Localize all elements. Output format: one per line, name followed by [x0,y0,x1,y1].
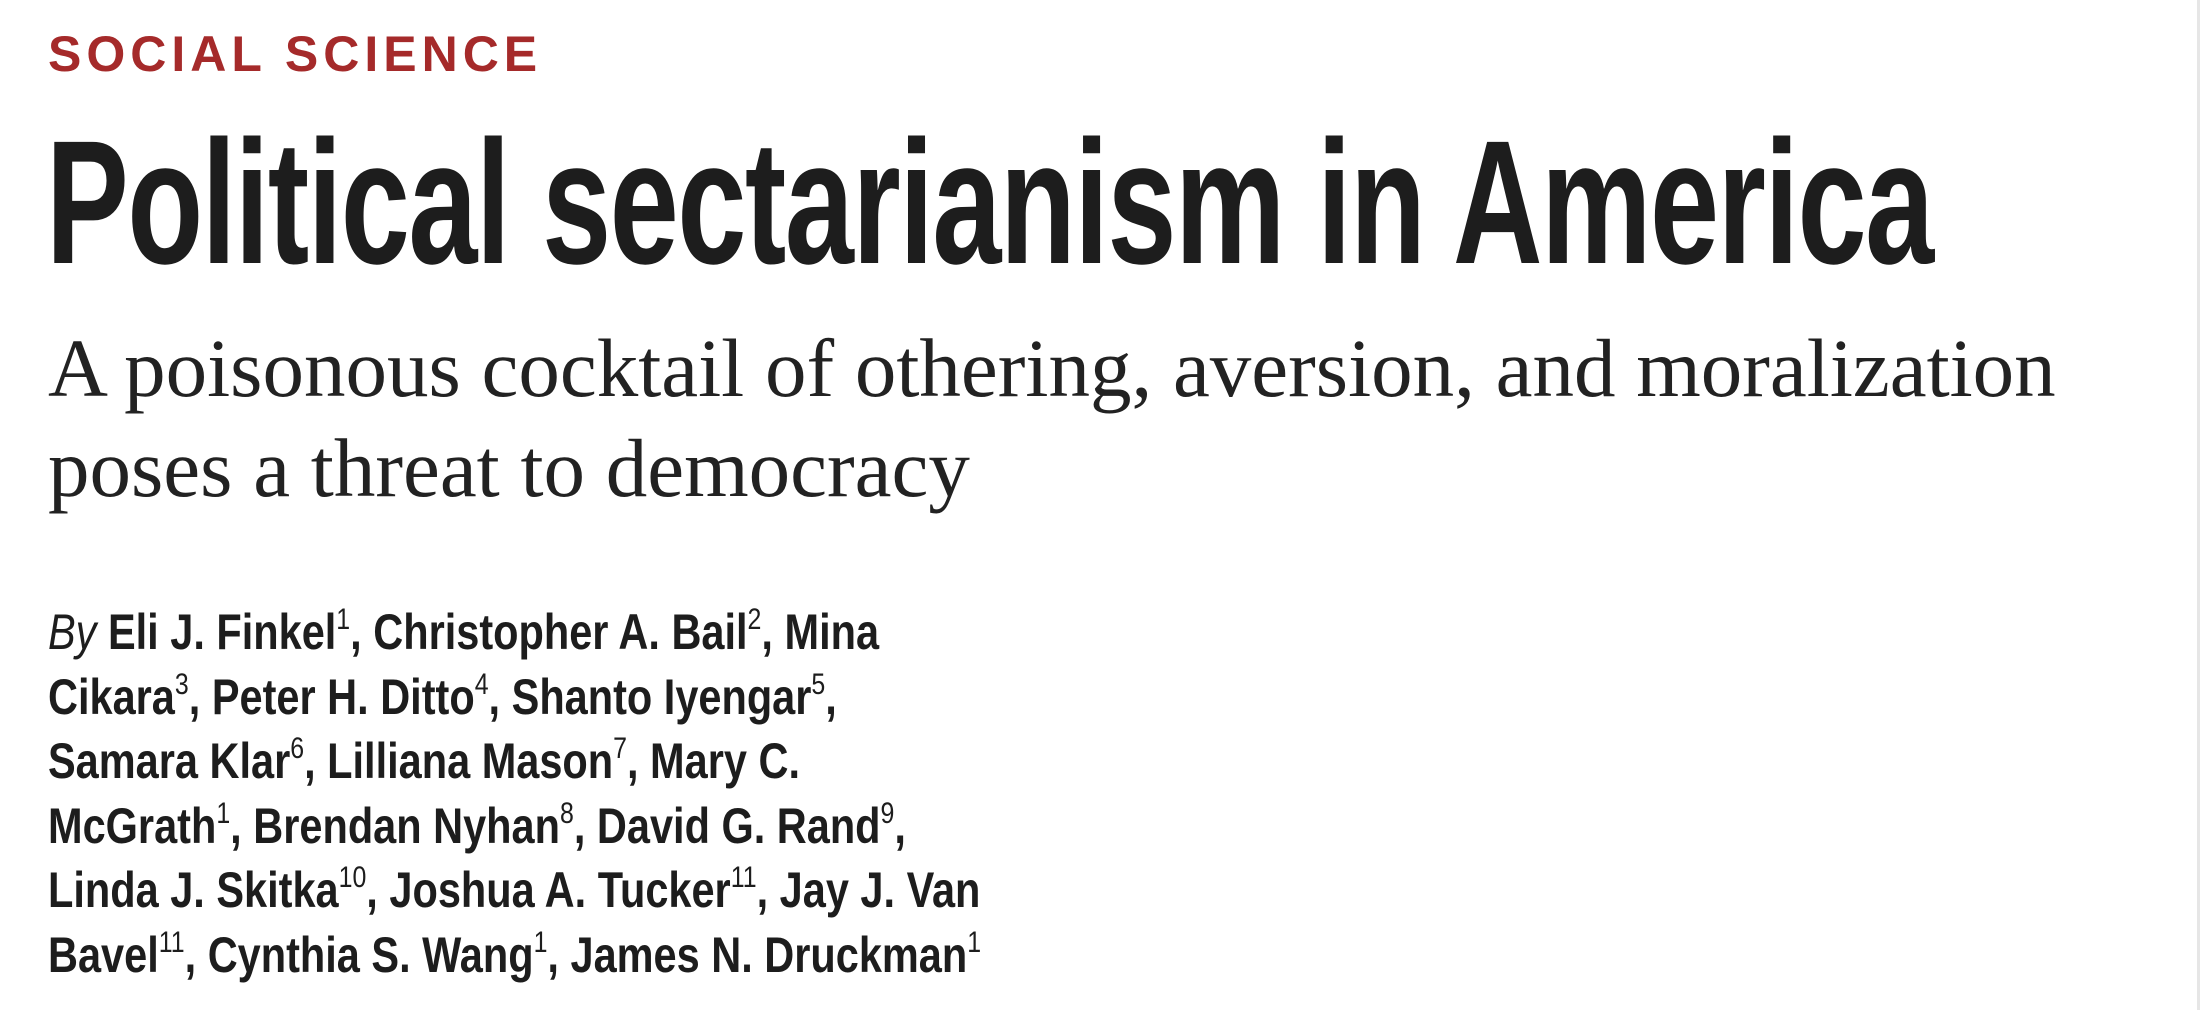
author-name: David G. Rand [596,797,881,854]
byline-line: Linda J. Skitka10, Joshua A. Tucker11, J… [48,861,981,918]
author-name: Mary C. [650,733,800,789]
affiliation-marker: 1 [533,925,548,959]
author-name: Eli J. Finkel [107,604,337,660]
author-name: Cynthia S. Wang [207,926,534,983]
affiliation-marker: 10 [338,861,367,894]
affiliation-marker: 1 [967,925,982,959]
affiliation-marker: 4 [474,667,489,701]
author-name: Cikara [48,668,175,725]
author-name: Jay J. Van [779,862,981,918]
byline-line: McGrath1, Brendan Nyhan8, David G. Rand9… [48,796,906,854]
section-label: SOCIAL SCIENCE [48,26,543,82]
author-name: McGrath [48,797,217,854]
author-name: Lilliana Mason [327,733,614,789]
author-name: Mina [784,604,880,660]
affiliation-marker: 11 [730,861,757,894]
author-name: Samara Klar [48,733,291,789]
author-byline: By Eli J. Finkel1, Christopher A. Bail2,… [48,600,981,987]
page-edge-divider [2197,0,2200,1010]
affiliation-marker: 3 [174,667,189,701]
affiliation-marker: 1 [216,796,231,830]
author-name: Bavel [48,926,159,983]
author-name: Christopher A. Bail [373,604,748,660]
article-title: Political sectarianism in America [46,105,1934,301]
byline-line: Samara Klar6, Lilliana Mason7, Mary C. [48,732,800,789]
author-name: James N. Druckman [570,926,968,983]
author-name: Peter H. Ditto [211,668,475,725]
article-subtitle: A poisonous cocktail of othering, aversi… [48,318,2168,518]
byline-line: By Eli J. Finkel1, Christopher A. Bail2,… [48,603,880,660]
subtitle-line-1: A poisonous cocktail of othering, aversi… [48,322,2056,414]
author-name: Brendan Nyhan [253,797,560,854]
affiliation-marker: 7 [613,732,627,765]
affiliation-marker: 11 [158,925,185,959]
affiliation-marker: 2 [747,603,762,636]
byline-line: Bavel11, Cynthia S. Wang1, James N. Druc… [48,925,982,983]
affiliation-marker: 9 [880,796,895,830]
byline-prefix: By [48,604,108,660]
subtitle-line-2: poses a threat to democracy [48,422,970,514]
affiliation-marker: 5 [811,667,826,701]
byline-line: Cikara3, Peter H. Ditto4, Shanto Iyengar… [48,667,837,725]
affiliation-marker: 8 [559,796,574,830]
affiliation-marker: 1 [336,603,351,636]
author-name: Linda J. Skitka [48,862,339,918]
author-name: Joshua A. Tucker [389,862,731,918]
affiliation-marker: 6 [290,732,305,765]
author-name: Shanto Iyengar [511,668,812,725]
